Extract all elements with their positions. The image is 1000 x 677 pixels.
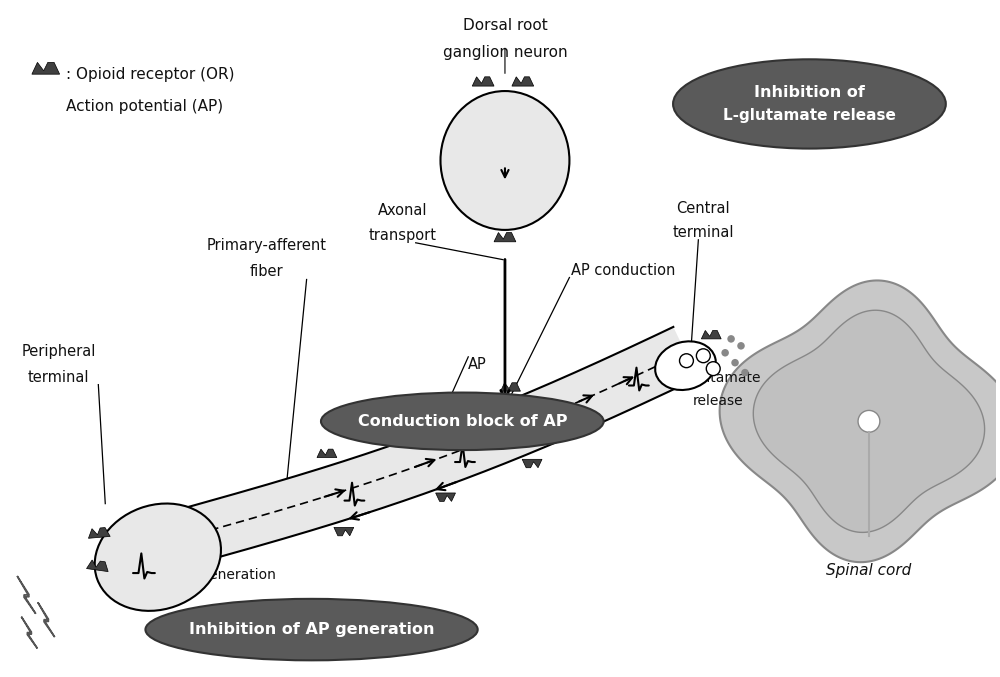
Polygon shape: [17, 576, 36, 614]
Polygon shape: [32, 62, 60, 74]
Text: OR mRNA: OR mRNA: [469, 145, 541, 160]
Ellipse shape: [321, 393, 604, 450]
Ellipse shape: [858, 410, 880, 432]
Circle shape: [680, 354, 693, 368]
Text: ganglion neuron: ganglion neuron: [443, 45, 567, 60]
Ellipse shape: [440, 91, 569, 230]
Polygon shape: [701, 330, 721, 339]
Polygon shape: [416, 416, 436, 424]
Circle shape: [731, 359, 739, 366]
Polygon shape: [522, 459, 542, 468]
Ellipse shape: [673, 60, 946, 148]
Circle shape: [741, 369, 749, 376]
Polygon shape: [512, 77, 534, 86]
Polygon shape: [87, 560, 108, 571]
Ellipse shape: [95, 504, 221, 611]
Circle shape: [737, 342, 745, 349]
Text: AP: AP: [468, 357, 487, 372]
Polygon shape: [38, 603, 55, 637]
Ellipse shape: [655, 341, 716, 390]
Circle shape: [727, 335, 735, 343]
Text: Axonal: Axonal: [378, 203, 428, 218]
Polygon shape: [177, 327, 698, 565]
Polygon shape: [501, 383, 520, 391]
Text: Inhibition of AP generation: Inhibition of AP generation: [189, 622, 434, 637]
Text: L-Glutamate: L-Glutamate: [675, 370, 761, 385]
Polygon shape: [88, 527, 110, 538]
Text: release: release: [693, 395, 744, 408]
Polygon shape: [753, 310, 985, 532]
Text: terminal: terminal: [673, 225, 734, 240]
Text: Peripheral: Peripheral: [21, 344, 96, 359]
Text: AP generation: AP generation: [178, 568, 276, 582]
Polygon shape: [494, 232, 516, 242]
Circle shape: [706, 362, 720, 376]
Text: transport: transport: [369, 227, 437, 243]
Text: L-glutamate release: L-glutamate release: [723, 108, 896, 123]
Text: : Opioid receptor (OR): : Opioid receptor (OR): [66, 67, 234, 82]
Text: terminal: terminal: [28, 370, 89, 385]
Text: Conduction block of AP: Conduction block of AP: [358, 414, 567, 429]
Circle shape: [696, 349, 710, 363]
Text: Inhibition of: Inhibition of: [754, 85, 865, 100]
Text: fiber: fiber: [250, 265, 284, 280]
Polygon shape: [334, 527, 354, 536]
Text: Spinal cord: Spinal cord: [826, 563, 912, 578]
Polygon shape: [472, 77, 494, 86]
Text: Dorsal root: Dorsal root: [463, 18, 547, 32]
Polygon shape: [720, 280, 1000, 562]
Ellipse shape: [145, 599, 478, 660]
Text: Central: Central: [677, 201, 730, 216]
Polygon shape: [436, 493, 455, 502]
Text: Primary-afferent: Primary-afferent: [207, 238, 327, 253]
Text: AP conduction: AP conduction: [571, 263, 676, 278]
Polygon shape: [21, 617, 37, 649]
Circle shape: [721, 349, 729, 357]
Text: Action potential (AP): Action potential (AP): [66, 100, 223, 114]
Polygon shape: [317, 449, 337, 458]
